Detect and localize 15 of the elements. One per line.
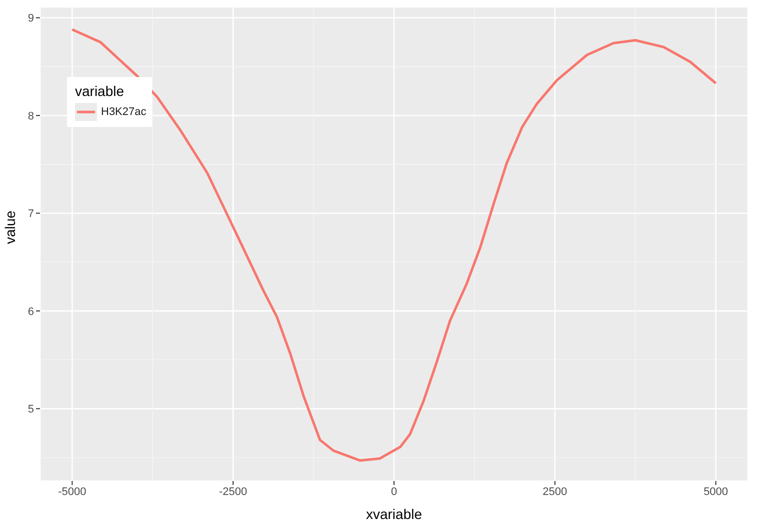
x-tick-label: 0 [390,486,398,498]
y-tick-label: 6 [28,306,34,318]
x-tick-label: 2500 [542,486,568,498]
x-tick-label: 5000 [704,486,728,498]
line-series [70,28,718,462]
y-tick-label: 9 [28,12,34,25]
x-tick-label: -5000 [58,486,86,498]
x-axis-title: xvariable [366,506,422,522]
x-tick-label: -2500 [219,486,248,498]
legend-label: H3K27ac [101,106,146,118]
y-tick-label: 8 [28,110,34,122]
y-axis-title: value [2,210,18,244]
legend-title: variable [75,83,126,99]
y-tick-label: 7 [28,208,34,220]
y-tick-label: 5 [28,404,34,416]
